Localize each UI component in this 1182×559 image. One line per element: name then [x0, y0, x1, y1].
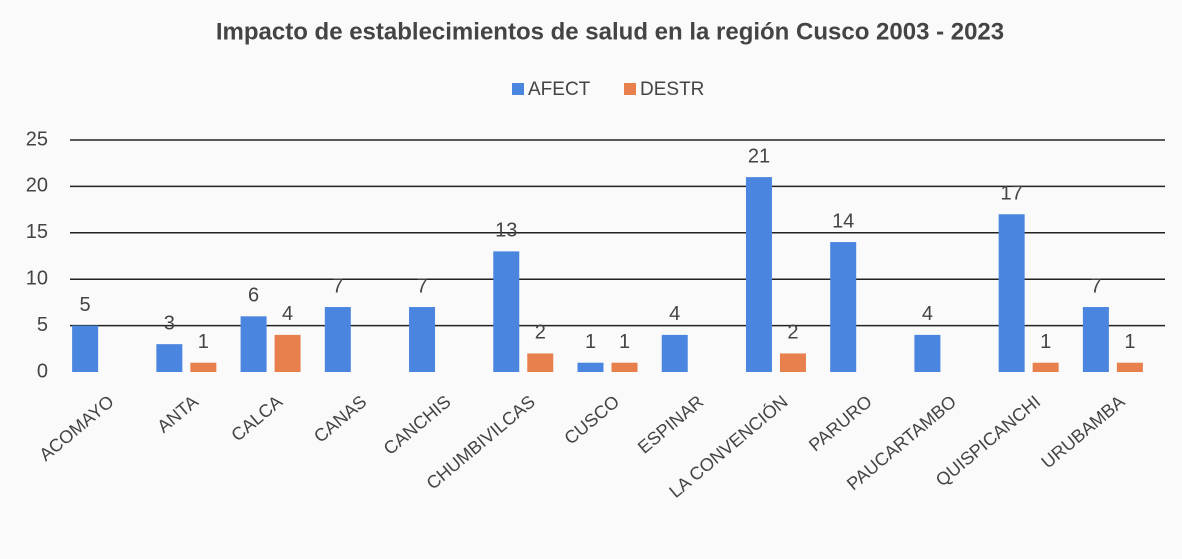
data-label: 13 — [495, 220, 517, 242]
y-tick-label: 15 — [26, 221, 48, 243]
x-tick-label: ESPINAR — [634, 391, 707, 457]
x-tick-label: CANCHIS — [380, 391, 455, 458]
x-tick-label: ACOMAYO — [35, 391, 117, 465]
data-label: 21 — [748, 145, 770, 167]
legend-swatch — [624, 83, 636, 95]
data-label: 6 — [248, 285, 259, 307]
x-tick-label: CUSCO — [560, 391, 623, 448]
bar — [1116, 362, 1143, 372]
bar — [240, 316, 267, 372]
data-label: 7 — [332, 275, 343, 297]
data-label: 1 — [585, 331, 596, 353]
bar — [190, 362, 217, 372]
y-tick-label: 0 — [37, 360, 48, 382]
data-label: 2 — [787, 322, 798, 344]
bar — [324, 307, 351, 372]
x-tick-label: PARURO — [805, 391, 876, 455]
data-label: 17 — [1001, 183, 1023, 205]
legend-swatch — [512, 83, 524, 95]
legend-label: DESTR — [640, 79, 704, 100]
bar — [72, 325, 99, 372]
y-tick-label: 10 — [26, 267, 48, 289]
x-tick-label: ANTA — [153, 391, 202, 436]
data-label: 7 — [416, 275, 427, 297]
data-label: 1 — [198, 331, 209, 353]
data-label: 5 — [80, 294, 91, 316]
data-label: 3 — [164, 312, 175, 334]
bar — [998, 214, 1025, 372]
data-label: 4 — [669, 303, 680, 325]
y-tick-label: 25 — [26, 128, 48, 150]
bar — [611, 362, 638, 372]
data-label: 14 — [832, 210, 854, 232]
bar — [577, 362, 604, 372]
data-label: 1 — [619, 331, 630, 353]
y-tick-label: 20 — [26, 175, 48, 197]
bar — [914, 334, 941, 372]
legend-label: AFECT — [528, 79, 591, 100]
data-label: 2 — [535, 322, 546, 344]
x-tick-label: CANAS — [310, 391, 370, 446]
bar — [745, 177, 772, 372]
bar — [661, 334, 688, 372]
bar — [527, 353, 554, 372]
bar — [409, 307, 436, 372]
data-label: 4 — [922, 303, 933, 325]
chart-title: Impacto de establecimientos de salud en … — [216, 18, 1004, 45]
bar — [830, 242, 857, 372]
bar — [779, 353, 806, 372]
bar — [1082, 307, 1109, 372]
y-tick-label: 5 — [37, 314, 48, 336]
data-label: 4 — [282, 303, 293, 325]
x-tick-label: CALCA — [227, 391, 286, 445]
data-label: 1 — [1040, 331, 1051, 353]
bar — [274, 334, 301, 372]
bar — [493, 251, 520, 372]
bar — [1032, 362, 1059, 372]
x-tick-label: URUBAMBA — [1038, 391, 1129, 472]
data-label: 7 — [1090, 275, 1101, 297]
bar — [156, 344, 183, 372]
data-label: 1 — [1124, 331, 1135, 353]
